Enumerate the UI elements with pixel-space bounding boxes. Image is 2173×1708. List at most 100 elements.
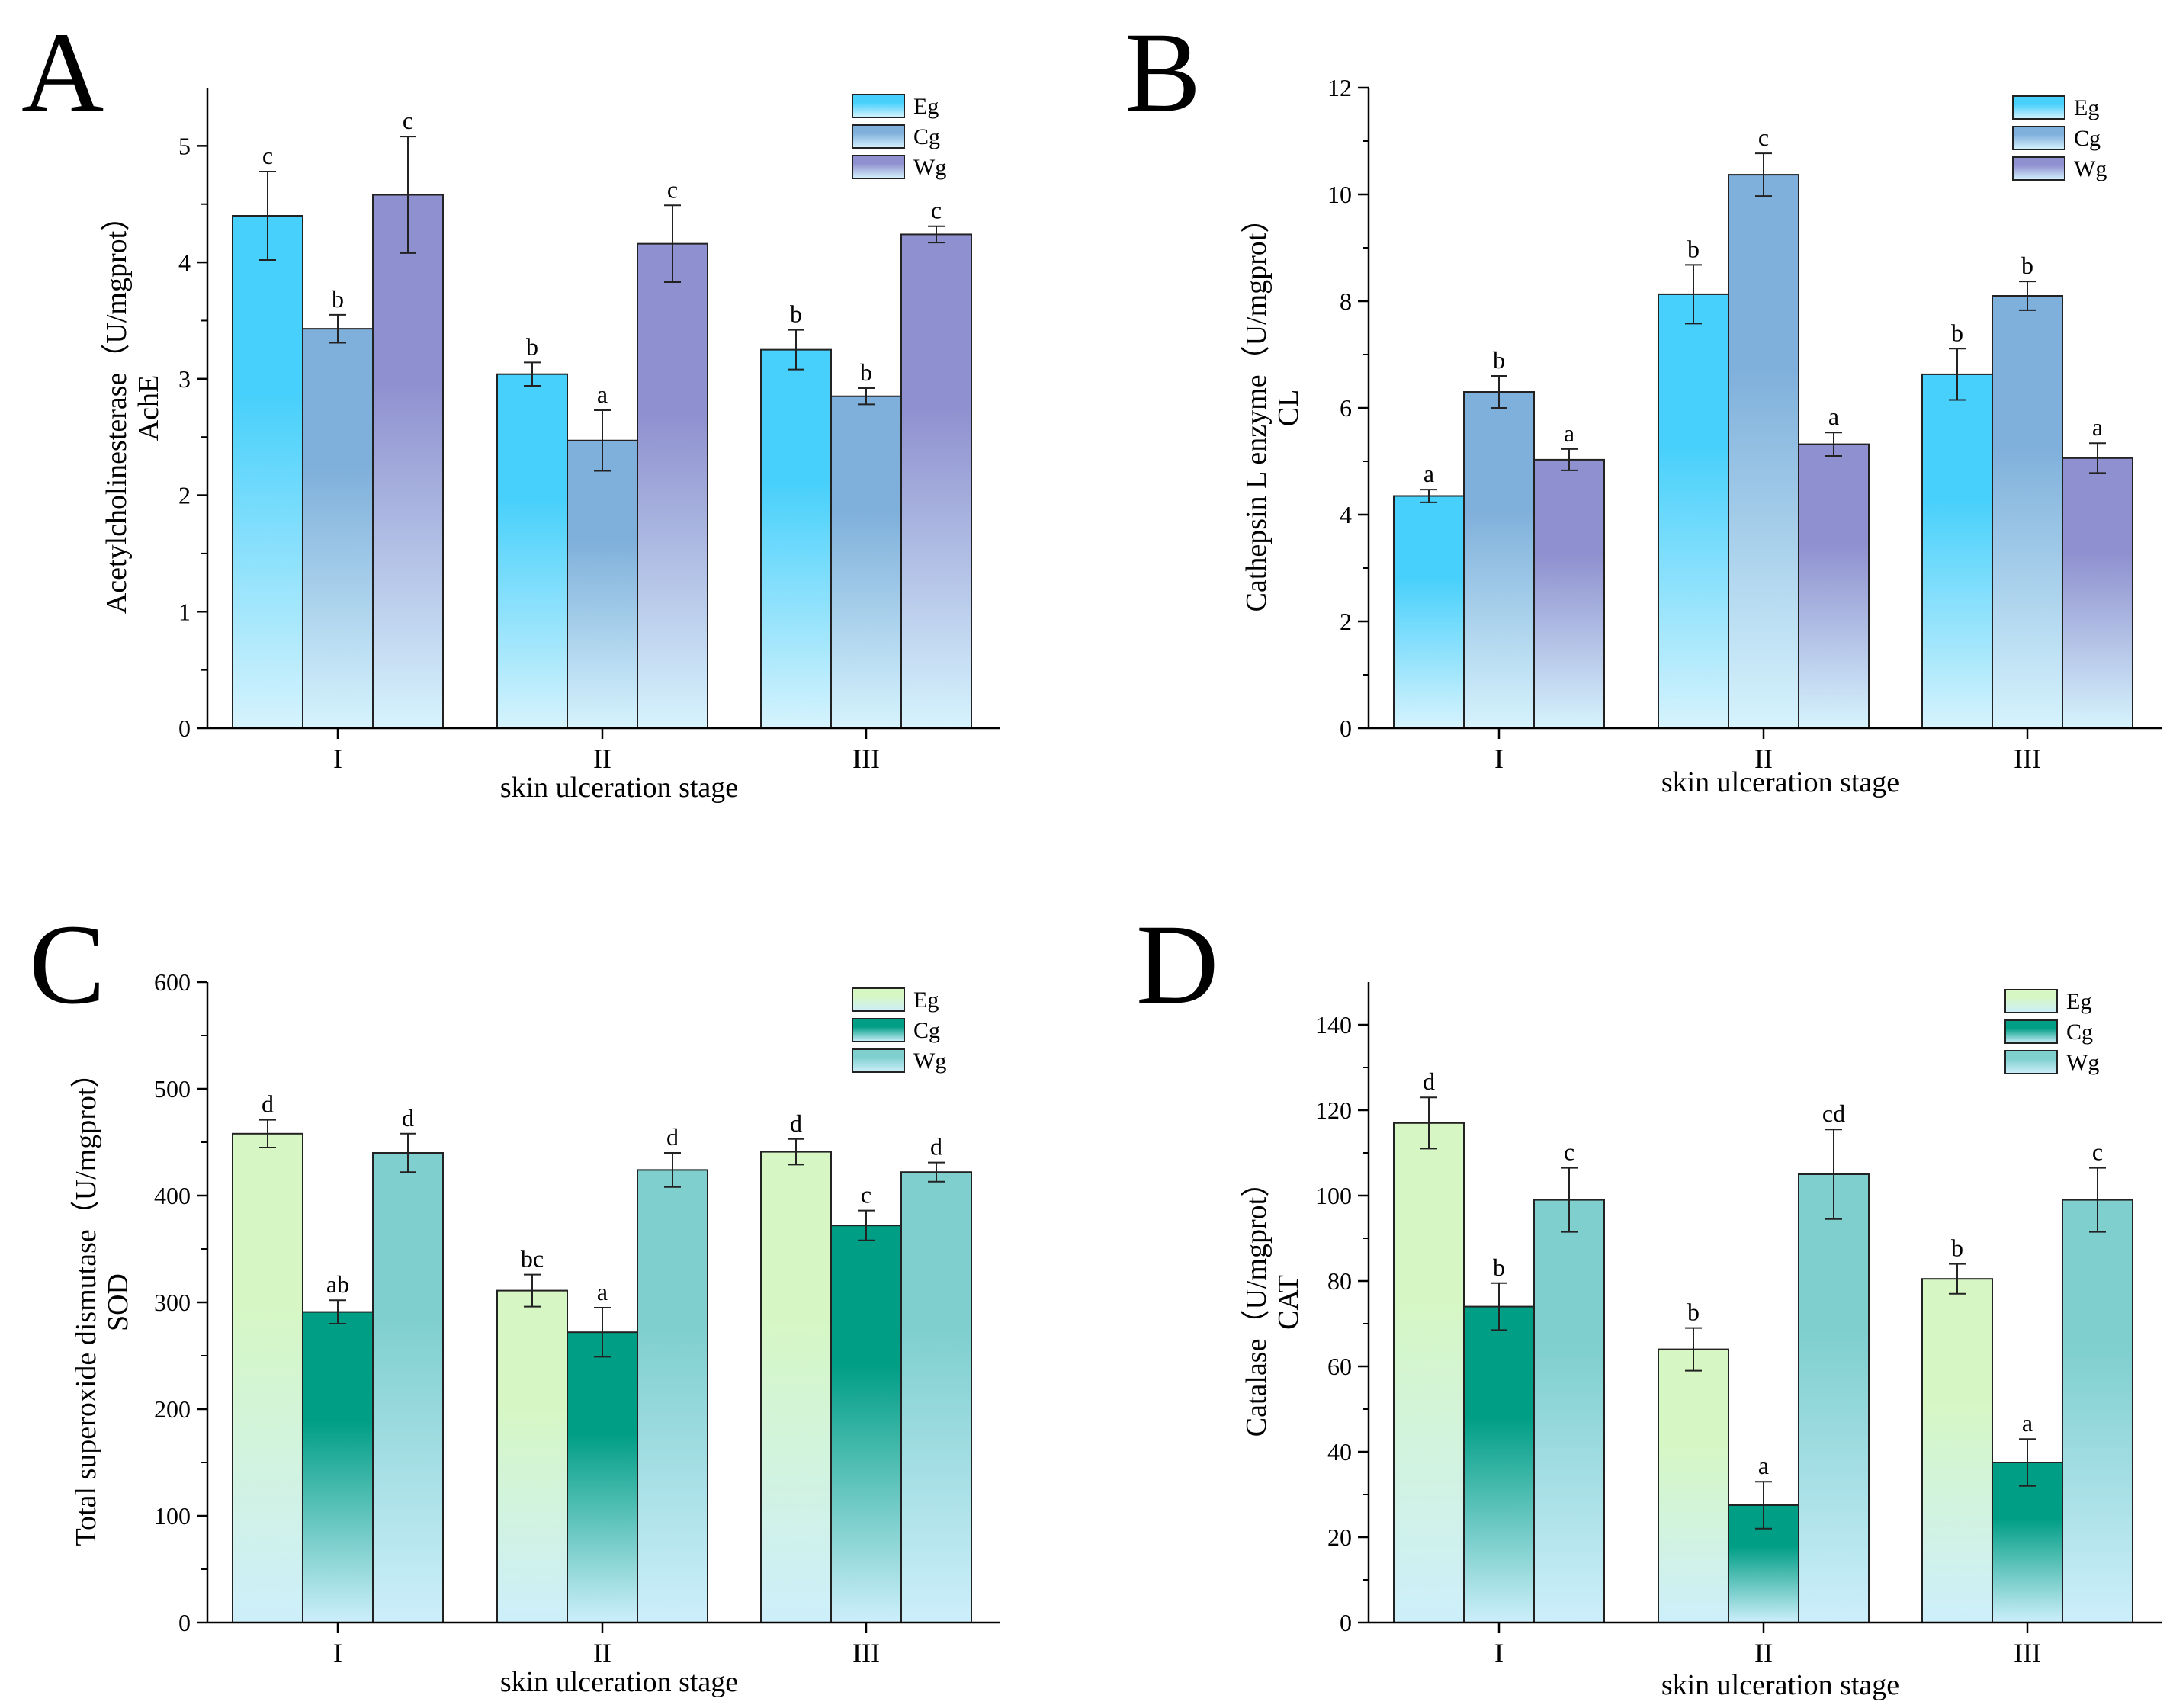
y-tick-label: 10 [1327,181,1352,208]
y-axis-title: Cathepsin L enzyme（U/mgprot） [1241,204,1273,612]
significance-letter: bc [521,1245,544,1273]
bar-wg-i [372,194,444,729]
legend-swatch-eg [852,94,905,118]
y-tick-label: 12 [1327,74,1352,101]
significance-letter: d [666,1123,679,1151]
significance-letter: c [861,1181,871,1209]
significance-letter: b [332,285,344,313]
y-tick-label: 300 [154,1289,191,1316]
bar-eg-i [232,1132,303,1624]
significance-letter: c [2092,1138,2103,1166]
bar-cg-ii [1728,174,1799,730]
bar-cg-iii [830,1225,902,1623]
y-tick-label: 40 [1327,1438,1352,1466]
legend-swatch-wg [2012,156,2065,181]
bar-eg-ii [496,1289,568,1623]
y-tick-label: 6 [1340,394,1352,422]
significance-letter: b [790,300,802,328]
bar-eg-ii [1658,1348,1729,1623]
y-axis-title-abbrev: SOD [102,1273,134,1331]
significance-letter: d [402,1104,414,1132]
y-tick-label: 0 [178,1609,191,1636]
legend-swatch-eg [852,987,905,1012]
bar-wg-ii [637,242,708,729]
significance-letter: b [1687,235,1700,262]
significance-letter: a [597,1278,608,1305]
y-axis-title-abbrev: CL [1273,390,1305,427]
y-tick-label: 2 [1340,608,1352,635]
bar-eg-i [1393,495,1465,729]
x-tick-label: II [1754,743,1773,774]
y-tick-label: 400 [154,1182,191,1209]
significance-letter: b [526,332,538,360]
significance-letter: cd [1822,1100,1845,1127]
x-tick-label: II [593,1638,611,1668]
x-tick-label: I [1494,743,1504,774]
significance-letter: c [1564,1138,1574,1166]
significance-letter: a [1564,419,1574,447]
panel-letter-a: A [21,9,104,136]
legend-label-wg: Wg [2074,156,2107,181]
y-axis-title: Acetylcholinesterase（U/mgprot） [101,202,133,614]
y-tick-label: 0 [1340,714,1352,742]
y-tick-label: 0 [178,714,191,742]
legend-label-eg: Eg [913,94,939,119]
bar-eg-iii [760,348,832,729]
y-tick-label: 0 [1340,1609,1352,1636]
significance-letter: a [1424,460,1434,487]
y-tick-label: 4 [1340,501,1352,528]
y-tick-label: 80 [1327,1267,1352,1295]
bar-wg-iii [2062,1199,2133,1623]
significance-letter: c [667,175,678,203]
y-tick-label: 140 [1315,1011,1352,1039]
bar-wg-iii [900,1171,972,1623]
legend-swatch-cg [2004,1019,2058,1044]
legend-swatch-cg [852,124,905,149]
y-tick-label: 2 [178,482,191,509]
x-axis-title: skin ulceration stage [1661,766,1899,798]
y-axis-title: Total superoxide dismutase（U/mgprot） [70,1058,102,1546]
y-axis-title-abbrev: AchE [133,375,165,441]
bar-wg-i [372,1152,444,1623]
legend-label-wg: Wg [2066,1050,2099,1075]
y-tick-label: 20 [1327,1523,1352,1551]
significance-letter: d [930,1133,942,1161]
significance-letter: b [1951,319,1963,346]
legend-swatch-wg [852,1048,905,1073]
bar-cg-i [1463,391,1535,729]
bar-eg-i [1393,1122,1465,1624]
y-tick-label: 60 [1327,1353,1352,1380]
legend-swatch-eg [2004,989,2058,1013]
significance-letter: d [790,1109,802,1137]
bar-wg-i [1533,458,1605,730]
bar-wg-ii [1798,443,1870,729]
legend-label-cg: Cg [2066,1019,2093,1045]
x-axis-title: skin ulceration stage [500,1666,738,1698]
legend-label-wg: Wg [913,155,946,180]
legend-label-cg: Cg [2074,126,2101,151]
bar-wg-iii [900,233,972,730]
y-tick-label: 3 [178,365,191,393]
panel-letter-b: B [1125,9,1202,136]
y-tick-label: 8 [1340,287,1352,315]
y-tick-label: 600 [154,968,191,996]
significance-letter: d [262,1090,274,1118]
y-tick-label: 500 [154,1075,191,1103]
y-tick-label: 100 [1315,1182,1352,1209]
legend-label-eg: Eg [2074,95,2099,120]
significance-letter: d [1423,1068,1435,1095]
significance-letter: a [1828,403,1839,430]
significance-letter: b [1951,1234,1963,1262]
bar-wg-i [1533,1199,1605,1623]
x-tick-label: I [333,743,342,774]
significance-letter: b [860,358,872,386]
bar-cg-i [302,1311,374,1623]
bar-eg-iii [760,1151,832,1623]
significance-letter: a [1758,1452,1769,1479]
legend-label-wg: Wg [913,1048,946,1074]
legend-label-cg: Cg [913,124,940,149]
